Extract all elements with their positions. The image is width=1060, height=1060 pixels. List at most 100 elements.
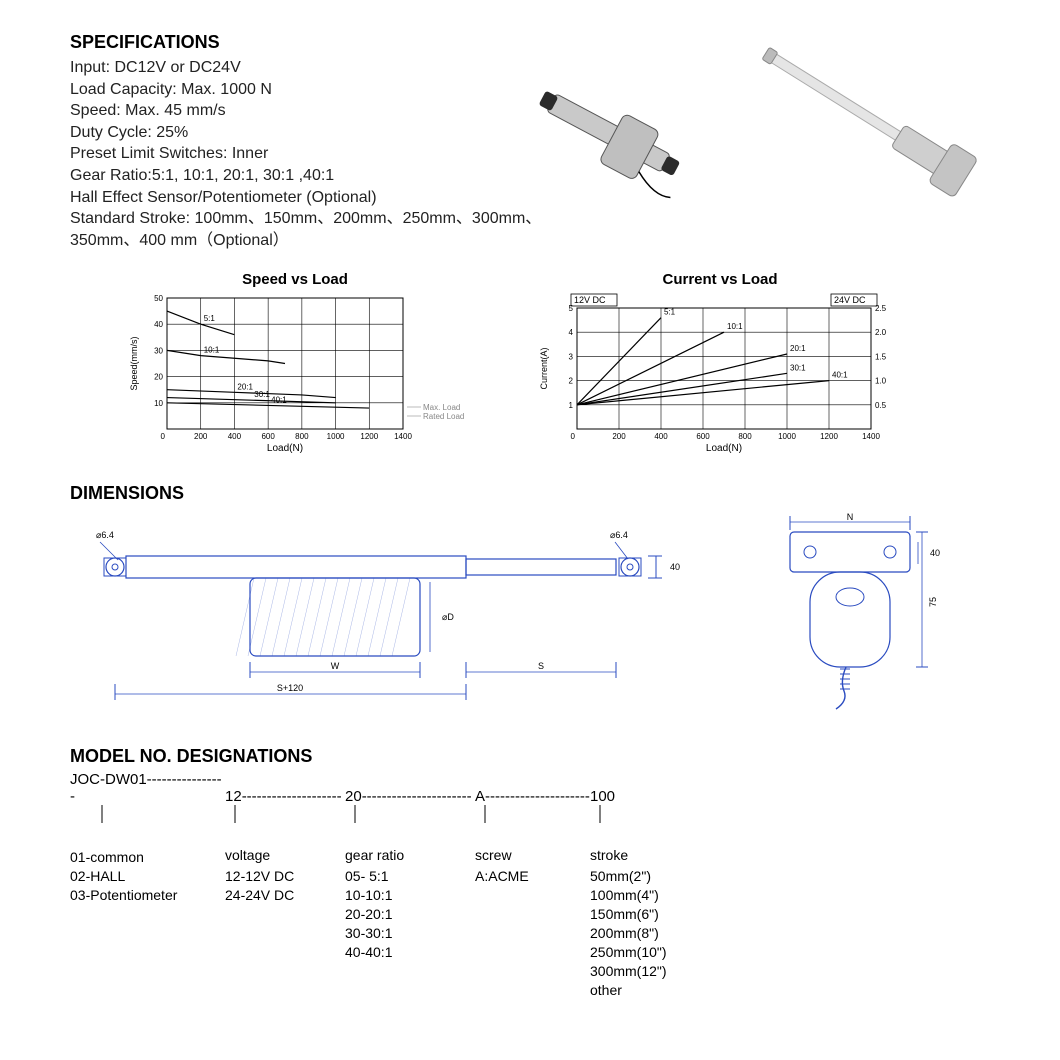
model-column-item: 50mm(2")	[590, 867, 710, 886]
model-column-item: 200mm(8")	[590, 924, 710, 943]
svg-text:1400: 1400	[862, 432, 880, 441]
model-column-item: 30-30:1	[345, 924, 475, 943]
svg-text:W: W	[331, 661, 340, 671]
svg-text:400: 400	[654, 432, 668, 441]
dimensions-title: DIMENSIONS	[70, 483, 990, 504]
svg-text:Load(N): Load(N)	[706, 443, 742, 454]
svg-text:800: 800	[295, 432, 309, 441]
model-code-row: JOC-DW01----------------12--------------…	[70, 771, 990, 805]
svg-text:200: 200	[194, 432, 208, 441]
speed-chart-block: Speed vs Load 20040060080010001200140010…	[125, 271, 465, 455]
svg-text:1: 1	[569, 401, 574, 410]
model-column-item: 12-12V DC	[225, 867, 345, 886]
current-vs-load-chart: 2004006008001000120014001234500.51.01.52…	[535, 290, 905, 455]
svg-text:Load(N): Load(N)	[267, 443, 303, 454]
model-tick-lines	[70, 805, 770, 827]
product-images	[520, 42, 1000, 222]
svg-text:20:1: 20:1	[790, 344, 806, 353]
charts-row: Speed vs Load 20040060080010001200140010…	[70, 271, 990, 455]
svg-text:Rated Load: Rated Load	[423, 412, 464, 421]
svg-text:⌀6.4: ⌀6.4	[96, 530, 114, 540]
model-columns: 01-common02-HALL03-Potentiometervoltage1…	[70, 846, 990, 999]
svg-text:Current(A): Current(A)	[539, 348, 549, 390]
svg-text:1000: 1000	[327, 432, 345, 441]
svg-text:0: 0	[161, 432, 166, 441]
svg-text:30: 30	[154, 347, 163, 356]
svg-text:2.0: 2.0	[875, 329, 887, 338]
svg-text:Max. Load: Max. Load	[423, 403, 460, 412]
svg-text:0.5: 0.5	[875, 401, 887, 410]
svg-text:⌀6.4: ⌀6.4	[610, 530, 628, 540]
model-column-head: voltage	[225, 846, 345, 865]
model-section: MODEL NO. DESIGNATIONS JOC-DW01---------…	[70, 746, 990, 999]
model-column-item: 05- 5:1	[345, 867, 475, 886]
model-column: voltage 12-12V DC24-24V DC	[225, 846, 345, 999]
svg-text:50: 50	[154, 294, 163, 303]
model-column-item: 250mm(10")	[590, 943, 710, 962]
model-column: 01-common02-HALL03-Potentiometer	[70, 846, 225, 999]
svg-text:1.5: 1.5	[875, 353, 887, 362]
dimension-side-view: ⌀6.4 ⌀6.4 40 ⌀D W S S+120	[70, 512, 710, 712]
model-column-item: 100mm(4")	[590, 886, 710, 905]
model-column-item: A:ACME	[475, 867, 590, 886]
speed-vs-load-chart: 200 400 600 800 1000 1200 1400 10 20 30 40 50 0 5:1 10…	[125, 290, 465, 455]
svg-text:1200: 1200	[820, 432, 838, 441]
svg-text:3: 3	[569, 353, 574, 362]
model-column-item: other	[590, 981, 710, 1000]
svg-text:4: 4	[569, 329, 574, 338]
model-title: MODEL NO. DESIGNATIONS	[70, 746, 990, 767]
actuator-retracted-image	[520, 72, 710, 212]
svg-text:S: S	[538, 661, 544, 671]
dimension-end-view: N 75 40	[750, 512, 960, 722]
svg-text:40: 40	[670, 562, 680, 572]
svg-text:1200: 1200	[360, 432, 378, 441]
model-column: gear ratio 05- 5:110-10:120-20:130-30:140…	[345, 846, 475, 999]
svg-text:75: 75	[928, 597, 938, 607]
svg-text:20:1: 20:1	[237, 383, 253, 392]
svg-text:40: 40	[930, 548, 940, 558]
svg-text:⌀D: ⌀D	[442, 612, 454, 622]
svg-text:600: 600	[261, 432, 275, 441]
svg-text:0: 0	[571, 432, 576, 441]
svg-text:600: 600	[696, 432, 710, 441]
svg-text:400: 400	[228, 432, 242, 441]
current-chart-title: Current vs Load	[535, 271, 905, 288]
svg-text:10:1: 10:1	[204, 346, 220, 355]
model-column-item: 20-20:1	[345, 905, 475, 924]
svg-text:40:1: 40:1	[832, 371, 848, 380]
model-column-item: 02-HALL	[70, 867, 225, 886]
spec-line: 350mm、400 mm（Optional）	[70, 230, 990, 252]
svg-text:1000: 1000	[778, 432, 796, 441]
current-chart-block: Current vs Load 200400600800100012001400…	[535, 271, 905, 455]
model-column-item: 10-10:1	[345, 886, 475, 905]
svg-text:30:1: 30:1	[790, 364, 806, 373]
model-column-head: screw	[475, 846, 590, 865]
dimensions-section: DIMENSIONS ⌀6.4 ⌀6.4 40 ⌀D W S S+120 N 75 40	[70, 483, 990, 722]
model-column-head: gear ratio	[345, 846, 475, 865]
model-column-item: 150mm(6")	[590, 905, 710, 924]
svg-text:1400: 1400	[394, 432, 412, 441]
svg-text:24V DC: 24V DC	[834, 295, 866, 305]
svg-text:2: 2	[569, 377, 574, 386]
svg-text:5:1: 5:1	[204, 315, 216, 324]
svg-text:Speed(mm/s): Speed(mm/s)	[129, 337, 139, 391]
model-column-item: 03-Potentiometer	[70, 886, 225, 905]
svg-text:40: 40	[154, 321, 163, 330]
svg-text:1.0: 1.0	[875, 377, 887, 386]
actuator-extended-image	[740, 42, 1020, 212]
model-column: screw A:ACME	[475, 846, 590, 999]
svg-text:S+120: S+120	[277, 683, 303, 693]
svg-text:10: 10	[154, 399, 163, 408]
model-column-item: 24-24V DC	[225, 886, 345, 905]
model-column-head: stroke	[590, 846, 710, 865]
model-column: stroke 50mm(2")100mm(4")150mm(6")200mm(8"…	[590, 846, 710, 999]
svg-text:40:1: 40:1	[271, 396, 287, 405]
model-column-item: 01-common	[70, 848, 225, 867]
model-column-item: 300mm(12")	[590, 962, 710, 981]
speed-chart-title: Speed vs Load	[125, 271, 465, 288]
model-column-item: 40-40:1	[345, 943, 475, 962]
svg-text:5:1: 5:1	[664, 308, 676, 317]
svg-text:N: N	[847, 512, 854, 522]
svg-text:10:1: 10:1	[727, 323, 743, 332]
svg-text:20: 20	[154, 373, 163, 382]
